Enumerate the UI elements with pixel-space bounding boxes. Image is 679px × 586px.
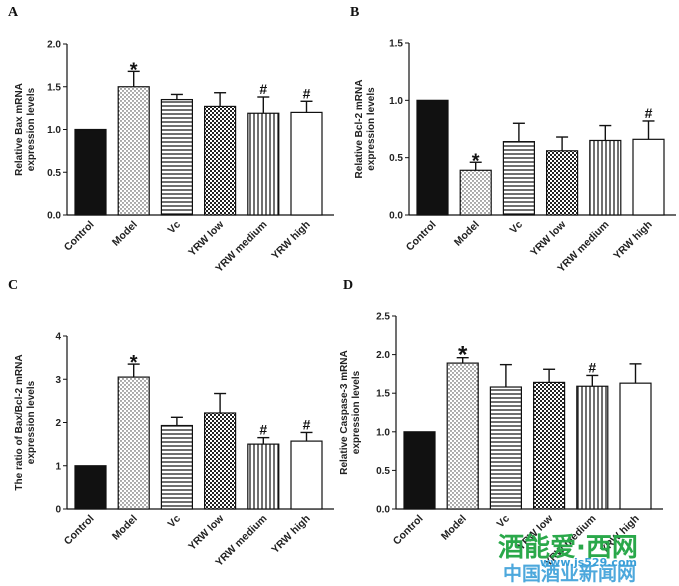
x-category-label: Model: [110, 513, 140, 543]
x-category-label: Control: [391, 513, 426, 548]
significance-hash: #: [259, 81, 267, 97]
y-tick-label: 0.5: [47, 168, 61, 179]
y-tick-label: 2: [55, 418, 61, 429]
x-category-label: Control: [62, 219, 97, 254]
x-category-label: YRW low: [528, 218, 569, 259]
significance-hash: #: [303, 416, 311, 432]
panel-label: D: [343, 278, 353, 293]
x-category-label: Control: [404, 219, 439, 254]
watermark-line-2: www.js529.com: [540, 556, 637, 569]
x-category-label: YRW high: [611, 219, 654, 262]
bar: [290, 111, 323, 216]
bar: [247, 443, 280, 510]
y-tick-label: 0: [55, 505, 61, 516]
significance-asterisk: *: [130, 59, 138, 81]
y-tick-label: 2.5: [376, 312, 390, 323]
bar: [74, 128, 107, 216]
bar: [403, 431, 436, 510]
bar: [545, 150, 579, 216]
chart-panel-b: B 0.0 0.5 1.0 1.5 Relative Bcl-2 mRNAexpressi…: [350, 5, 676, 275]
chart-panel-a: A 0.0 0.5 1.0 1.5 2.0 Relative Bax mRNAexpress…: [8, 5, 334, 275]
significance-asterisk: *: [472, 150, 480, 172]
x-category-label: Control: [62, 513, 97, 548]
y-tick-label: 4: [55, 332, 61, 343]
panel-label: A: [8, 5, 19, 20]
x-category-label: YRW high: [269, 219, 312, 262]
significance-asterisk: *: [130, 352, 138, 374]
x-category-label: YRW high: [269, 513, 312, 556]
panel-label: C: [8, 278, 18, 293]
bar: [74, 465, 107, 510]
bar: [502, 141, 535, 216]
bar: [576, 385, 609, 510]
significance-asterisk: *: [458, 342, 468, 369]
bar: [117, 376, 150, 510]
charts-layer: A 0.0 0.5 1.0 1.5 2.0 Relative Bax mRNAexpress…: [8, 5, 676, 569]
y-tick-label: 1.5: [389, 39, 403, 50]
x-category-label: YRW low: [186, 512, 227, 553]
significance-hash: #: [645, 105, 653, 121]
significance-hash: #: [259, 422, 267, 438]
y-tick-label: 0.0: [47, 211, 61, 222]
x-category-label: Vc: [507, 219, 525, 237]
y-tick-label: 0.0: [376, 505, 390, 516]
bar: [619, 382, 652, 510]
y-axis-title: Relative Bax mRNAexpression levels: [14, 83, 37, 176]
bar: [489, 386, 522, 510]
y-axis-title: Relative Bcl-2 mRNAexpression levels: [354, 80, 377, 179]
y-tick-label: 1.0: [376, 427, 390, 438]
y-tick-label: 1.0: [47, 125, 61, 136]
bar: [160, 98, 193, 216]
bar: [160, 424, 193, 510]
y-axis-title: The ratio of Bax/Bcl-2 mRNAexpression le…: [14, 354, 37, 490]
y-tick-label: 1.5: [47, 82, 61, 93]
y-tick-label: 2.0: [376, 350, 390, 361]
y-tick-label: 0.0: [389, 211, 403, 222]
x-category-label: Model: [452, 219, 482, 249]
bar: [459, 169, 492, 216]
y-tick-label: 1.5: [376, 389, 390, 400]
bar: [204, 412, 237, 510]
panel-label: B: [350, 5, 359, 20]
y-tick-label: 0.5: [389, 153, 403, 164]
bar: [117, 86, 150, 216]
chart-panel-d: D 0.0 0.5 1.0 1.5 2.0 2.5 Relative Caspase-3 mR…: [339, 278, 663, 569]
bar: [589, 139, 622, 216]
y-axis-title: Relative Caspase-3 mRNAexpression levels: [339, 350, 362, 475]
bar: [532, 381, 566, 510]
y-tick-label: 1.0: [389, 96, 403, 107]
watermark-line-1: 酒能爱·西网: [498, 532, 638, 563]
x-category-label: Vc: [165, 219, 183, 237]
x-category-label: Model: [110, 219, 140, 249]
x-category-label: Vc: [165, 513, 183, 531]
x-category-label: Vc: [494, 513, 512, 531]
y-tick-label: 1: [55, 461, 61, 472]
bar: [290, 440, 323, 510]
significance-hash: #: [303, 85, 311, 101]
y-tick-label: 3: [55, 375, 61, 386]
chart-panel-c: C 0 1 2 3 4 The ratio of Bax/Bcl-2 mRNAexpress…: [8, 278, 334, 569]
x-category-label: Model: [439, 513, 469, 543]
watermark-line-3: 中国酒业新闻网: [503, 562, 636, 585]
bar: [446, 362, 479, 510]
bar: [632, 138, 665, 216]
x-category-label: YRW low: [186, 218, 227, 259]
watermark: 酒能爱·西网 中国酒业新闻网 www.js529.com: [498, 532, 638, 585]
bar: [247, 112, 280, 216]
y-tick-label: 2.0: [47, 40, 61, 51]
y-tick-label: 0.5: [376, 466, 390, 477]
bar: [204, 105, 237, 216]
bar: [416, 99, 449, 216]
significance-hash: #: [588, 359, 596, 375]
